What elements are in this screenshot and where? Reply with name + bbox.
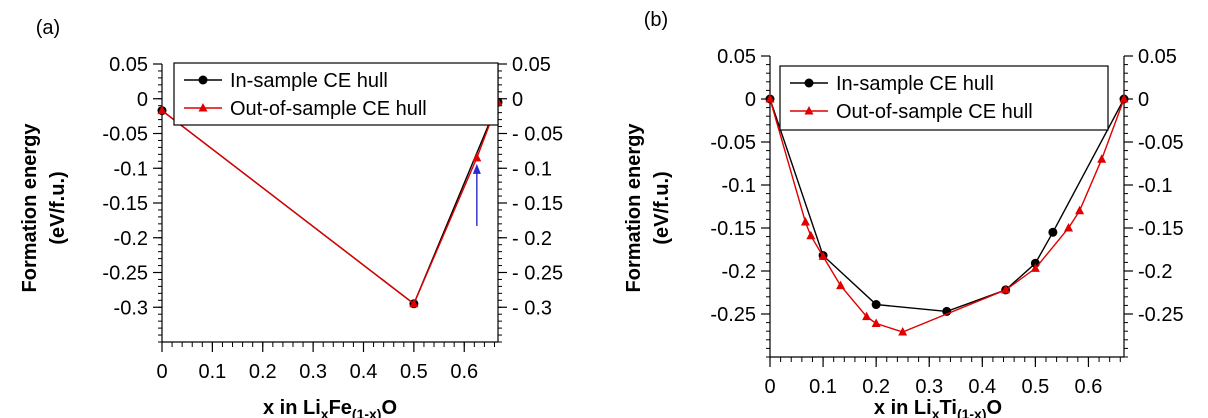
y-tick-label-right: - 0.3 — [512, 297, 552, 319]
y-tick-label-right: 0 — [512, 89, 523, 111]
data-point-out-of-sample — [1097, 154, 1107, 163]
y-tick-label-left: -0.25 — [102, 263, 148, 285]
legend-marker-triangle — [804, 106, 814, 115]
y-tick-label-right: 0.05 — [1138, 46, 1177, 68]
y-tick-label-left: -0.1 — [114, 158, 148, 180]
y-tick-label-left: -0.2 — [114, 228, 148, 250]
y-tick-label-right: -0.2 — [1138, 261, 1172, 283]
legend-label: Out-of-sample CE hull — [836, 101, 1033, 123]
data-point-out-of-sample — [1001, 284, 1011, 294]
y-axis-title: Formation energy — [19, 123, 41, 293]
x-tick-label: 0.5 — [1021, 376, 1049, 398]
data-point-out-of-sample — [765, 94, 775, 103]
data-point-out-of-sample — [472, 152, 482, 162]
y-tick-label-left: -0.15 — [102, 193, 148, 215]
chart-panel-b: (b) 0.05 0 -0.05 -0.1 -0.15 -0.2 -0.25 0.05 0 -0.0… — [623, 9, 1184, 418]
y-tick-label-left: 0 — [137, 89, 148, 111]
data-point-out-of-sample — [898, 327, 908, 336]
legend-label: In-sample CE hull — [836, 73, 994, 95]
y-tick-label-left: 0.05 — [109, 54, 148, 76]
y-tick-label-right: 0 — [1138, 89, 1149, 111]
series-line-out-of-sample — [161, 101, 499, 305]
y-tick-label-right: - 0.05 — [512, 124, 563, 146]
y-axis-title: Formation energy — [623, 123, 645, 293]
legend-marker-circle — [198, 75, 208, 85]
y-tick-label-right: 0.05 — [512, 54, 551, 76]
data-point-out-of-sample — [871, 318, 881, 327]
data-point-out-of-sample — [157, 105, 167, 115]
y-tick-label-right: - 0.2 — [512, 228, 552, 250]
x-tick-label: 0.2 — [862, 376, 890, 398]
legend-box — [173, 62, 499, 126]
y-tick-label-right: -0.1 — [1138, 175, 1172, 197]
y-tick-label-right: -0.05 — [1138, 132, 1184, 154]
x-tick-label: 0.4 — [968, 376, 996, 398]
data-point-out-of-sample — [1064, 223, 1074, 232]
y-tick-label-left: 0 — [745, 89, 756, 111]
panel-label: (a) — [36, 17, 60, 39]
y-tick-label-right: - 0.1 — [512, 158, 552, 180]
y-tick-label-right: -0.15 — [1138, 218, 1184, 240]
legend-label: In-sample CE hull — [230, 70, 388, 92]
y-tick-label-left: -0.2 — [722, 261, 756, 283]
x-axis-title: x in LixFe(1-x)O — [263, 397, 397, 418]
x-tick-label: 0.6 — [1075, 376, 1103, 398]
y-tick-label-right: - 0.25 — [512, 263, 563, 285]
x-tick-label: 0 — [156, 361, 167, 383]
data-point-out-of-sample — [862, 311, 872, 321]
data-point-out-of-sample — [1030, 263, 1040, 272]
x-tick-label: 0.5 — [400, 361, 428, 383]
y-axis-title-units: (eV/f.u.) — [651, 171, 673, 244]
data-point-out-of-sample — [1119, 94, 1129, 103]
y-tick-label-right: - 0.15 — [512, 193, 563, 215]
series-line-out-of-sample — [769, 98, 1125, 333]
x-tick-label: 0.1 — [198, 361, 226, 383]
data-point-in-sample — [1048, 227, 1058, 237]
y-tick-label-left: -0.1 — [722, 175, 756, 197]
x-axis-title: x in LixTi(1-x)O — [874, 397, 1002, 418]
y-tick-label-left: -0.25 — [710, 304, 756, 326]
x-tick-label: 0.3 — [299, 361, 327, 383]
legend: In-sample CE hull Out-of-sample CE hull — [779, 65, 1109, 131]
annotation-arrow-head — [472, 163, 481, 174]
legend-box — [779, 65, 1109, 131]
y-tick-label-left: -0.15 — [710, 218, 756, 240]
chart-panel-a: (a) 0.05 0 -0.05 -0.1 -0.15 -0.2 -0.25 -0.3 0.05 0… — [19, 17, 563, 418]
data-point-out-of-sample — [800, 216, 810, 226]
x-tick-label: 0.3 — [915, 376, 943, 398]
y-tick-label-left: -0.05 — [102, 124, 148, 146]
panel-label: (b) — [644, 9, 668, 31]
data-point-out-of-sample — [1075, 205, 1085, 215]
y-axis-title-units: (eV/f.u.) — [47, 171, 69, 244]
y-tick-label-left: 0.05 — [717, 46, 756, 68]
x-tick-label: 0 — [764, 376, 775, 398]
y-tick-label-right: -0.25 — [1138, 304, 1184, 326]
legend: In-sample CE hull Out-of-sample CE hull — [173, 62, 499, 126]
x-tick-label: 0.6 — [450, 361, 478, 383]
y-tick-label-left: -0.05 — [710, 132, 756, 154]
data-point-out-of-sample — [818, 251, 828, 260]
data-point-out-of-sample — [806, 230, 816, 240]
x-tick-label: 0.1 — [809, 376, 837, 398]
series-line-in-sample — [769, 98, 1125, 313]
legend-marker-triangle — [198, 103, 208, 112]
data-point-out-of-sample — [836, 280, 846, 290]
x-tick-label: 0.4 — [350, 361, 378, 383]
data-point-in-sample — [871, 300, 881, 310]
data-point-out-of-sample — [409, 298, 419, 308]
legend-marker-circle — [804, 78, 814, 88]
series-line-in-sample — [161, 101, 499, 305]
y-tick-label-left: -0.3 — [114, 297, 148, 319]
x-tick-label: 0.2 — [249, 361, 277, 383]
legend-label: Out-of-sample CE hull — [230, 98, 427, 120]
